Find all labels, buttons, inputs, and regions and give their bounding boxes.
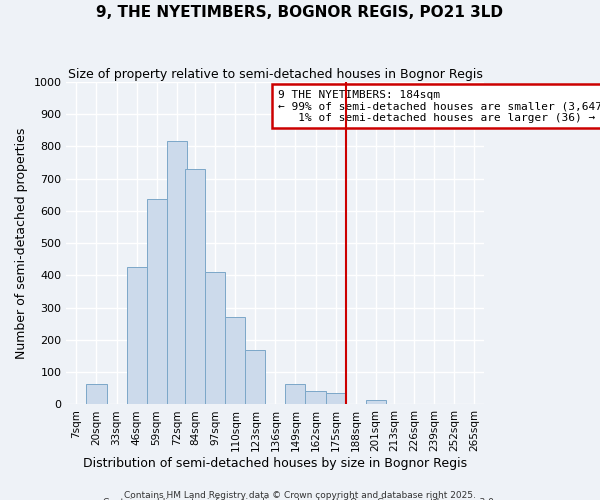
Bar (326, 393, 346, 404)
Bar (167, 142, 187, 404)
Bar (286, 384, 305, 404)
Bar (245, 350, 265, 405)
Text: Contains HM Land Registry data © Crown copyright and database right 2025.: Contains HM Land Registry data © Crown c… (124, 490, 476, 500)
Title: Size of property relative to semi-detached houses in Bognor Regis: Size of property relative to semi-detach… (68, 68, 483, 80)
Y-axis label: Number of semi-detached properties: Number of semi-detached properties (15, 128, 28, 359)
Text: Contains public sector information licensed under the Open Government Licence v3: Contains public sector information licen… (103, 498, 497, 500)
Bar (365, 400, 386, 404)
Text: 9 THE NYETIMBERS: 184sqm
← 99% of semi-detached houses are smaller (3,647)
   1%: 9 THE NYETIMBERS: 184sqm ← 99% of semi-d… (278, 90, 600, 123)
X-axis label: Distribution of semi-detached houses by size in Bognor Regis: Distribution of semi-detached houses by … (83, 457, 467, 470)
Bar (305, 390, 326, 404)
Bar (205, 272, 225, 404)
Bar (185, 169, 205, 404)
Bar (225, 318, 245, 404)
Bar (146, 199, 167, 404)
Text: 9, THE NYETIMBERS, BOGNOR REGIS, PO21 3LD: 9, THE NYETIMBERS, BOGNOR REGIS, PO21 3L… (97, 5, 503, 20)
Bar (86, 384, 107, 404)
Bar (127, 268, 146, 404)
